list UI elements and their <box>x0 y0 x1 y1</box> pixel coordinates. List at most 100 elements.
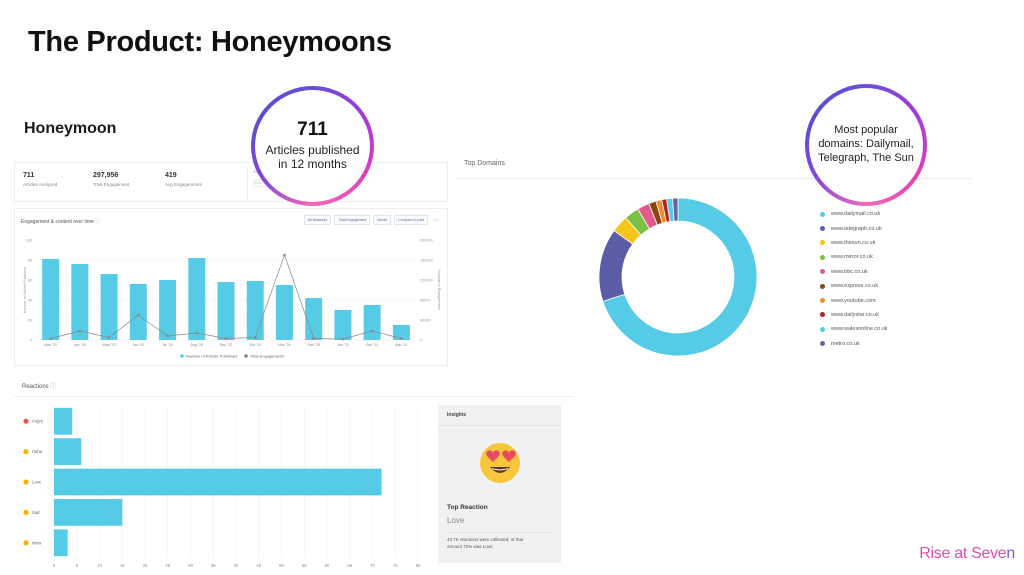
bar <box>54 407 73 435</box>
line-point <box>341 337 345 341</box>
domains-callout: Most popular domains: Dailymail, Telegra… <box>805 84 927 206</box>
callout-inner: 711 Articles published in 12 months <box>255 90 370 202</box>
slide-title: The Product: Honeymoons <box>28 26 392 58</box>
y2-tick-label: 200000 <box>420 239 433 243</box>
x-tick-label: Aug '20 <box>190 343 203 347</box>
legend-item: www.dailystar.co.uk <box>820 308 888 322</box>
donut-slice <box>598 230 634 302</box>
insights-note-line: amount 72% was Love <box>447 543 493 549</box>
legend-label: www.youtube.com <box>831 297 876 304</box>
top-reaction-label: Top Reaction <box>447 504 488 511</box>
legend-label: www.dailystar.co.uk <box>831 311 879 318</box>
legend-dot <box>820 312 825 318</box>
bar <box>54 499 123 526</box>
legend-label: www.walesonline.co.uk <box>831 326 888 333</box>
line-point <box>283 253 286 257</box>
category-label: Haha <box>32 449 43 454</box>
insights-card: Insights Top Reaction Love 43.7K reactio… <box>438 405 561 563</box>
legend-dot <box>820 226 825 232</box>
y-tick-label: 40 <box>28 299 32 303</box>
category-label: Love <box>32 480 42 485</box>
x-tick-label: Oct '20 <box>249 343 261 347</box>
brand-text: Rise at Seve <box>919 545 1007 562</box>
stat-articles: 711 Articles Analyzed <box>23 172 57 187</box>
reactions-title: Reactions ⓘ <box>22 381 56 390</box>
bar <box>217 282 235 340</box>
y-axis-label: Number of Articles Published <box>23 267 27 313</box>
x-tick-label: 55 <box>302 563 307 568</box>
line-point <box>195 331 199 335</box>
filter-metric-button[interactable]: Total Engagement <box>334 215 371 225</box>
line-point <box>400 337 403 340</box>
x-tick-label: Nov '20 <box>278 343 291 347</box>
x-tick-label: Feb '21 <box>366 343 379 347</box>
x-tick-label: 80 <box>416 563 421 568</box>
stat-label: Articles Analyzed <box>23 182 58 187</box>
bar <box>363 305 381 340</box>
line-point <box>78 329 82 333</box>
legend-item: www.walesonline.co.uk <box>820 322 888 336</box>
y-tick-label: 100 <box>26 239 32 243</box>
reaction-emoji-icon <box>23 449 29 455</box>
legend-item: www.dailymail.co.uk <box>820 207 888 221</box>
stats-card: 711 Articles Analyzed 297,956 Total Enga… <box>14 162 448 202</box>
y-tick-label: 20 <box>28 319 32 323</box>
legend-item: www.express.co.uk <box>820 279 888 293</box>
line-point <box>253 336 257 339</box>
x-tick-label: 15 <box>120 563 125 568</box>
reaction-emoji-icon <box>23 418 29 424</box>
articles-callout: 711 Articles published in 12 months <box>251 86 374 206</box>
legend-label: www.express.co.uk <box>831 283 879 290</box>
x-tick-label: 75 <box>393 563 398 568</box>
legend-item: metro.co.uk <box>820 337 888 351</box>
reaction-emoji-icon <box>23 540 29 546</box>
callout-inner: Most popular domains: Dailymail, Telegra… <box>809 88 923 202</box>
legend-label: metro.co.uk <box>831 340 860 347</box>
x-tick-label: 20 <box>143 563 148 568</box>
donut-slice <box>602 197 758 357</box>
reactions-title-text: Reactions <box>22 384 49 390</box>
x-tick-label: Sep '20 <box>220 343 233 347</box>
x-tick-label: 45 <box>256 563 261 568</box>
filter-bar: All Networks Total Engagement Month Comp… <box>303 215 439 225</box>
x-tick-label: 50 <box>279 563 284 568</box>
compare-past-button[interactable]: Compare to past <box>394 215 428 225</box>
legend-label: www.telegraph.co.uk <box>831 225 882 232</box>
y2-tick-label: 80000 <box>420 299 431 303</box>
articles-caption: Articles published in 12 months <box>265 142 360 172</box>
bar <box>334 310 352 340</box>
domains-donut-chart <box>598 197 758 357</box>
y2-tick-label: 40000 <box>420 319 431 323</box>
divider <box>454 178 971 179</box>
x-tick-label: 65 <box>347 563 352 568</box>
x-tick-label: Jun '20 <box>132 343 144 347</box>
legend-dot <box>820 341 825 347</box>
line-point <box>137 313 140 317</box>
x-tick-label: 70 <box>370 563 375 568</box>
info-icon[interactable]: ⓘ <box>50 384 57 390</box>
category-label: Angry <box>32 419 44 424</box>
more-icon[interactable]: ⋯ <box>433 217 439 224</box>
x-tick-label: Dec '20 <box>307 343 320 347</box>
y-tick-label: 80 <box>28 259 32 263</box>
x-tick-label: 60 <box>325 563 330 568</box>
stat-engagement: 297,956 Total Engagement <box>93 172 129 187</box>
x-tick-label: 40 <box>234 563 239 568</box>
y-tick-label: 60 <box>28 279 32 283</box>
line-point <box>107 336 111 339</box>
articles-count: 711 <box>297 118 328 140</box>
filter-period-button[interactable]: Month <box>373 215 392 225</box>
info-icon[interactable]: ⓘ <box>95 219 101 225</box>
legend-item: www.youtube.com <box>820 293 888 307</box>
bar <box>392 325 410 340</box>
filter-networks-button[interactable]: All Networks <box>303 215 332 225</box>
legend-marker <box>244 354 248 358</box>
bar <box>54 529 68 557</box>
donut-slice <box>672 197 679 222</box>
legend-label: Number of Articles Published <box>186 353 237 358</box>
x-tick-label: 0 <box>53 563 56 568</box>
category-label: Wow <box>32 540 42 545</box>
category-label: Sad <box>32 510 40 515</box>
x-tick-label: Mar '21 <box>395 343 408 347</box>
top-reaction-value: Love <box>447 516 465 525</box>
